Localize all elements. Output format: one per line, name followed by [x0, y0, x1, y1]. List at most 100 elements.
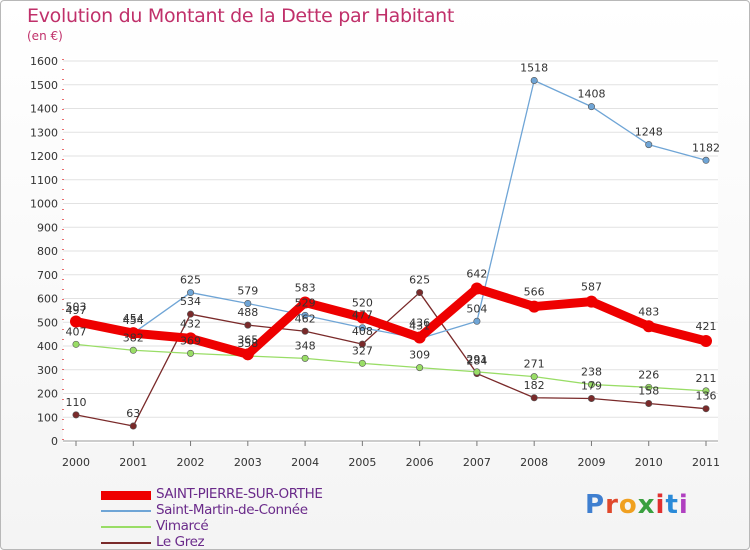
logo-letter: P [585, 490, 606, 520]
series-point-0 [70, 315, 82, 328]
data-label: 309 [409, 349, 430, 362]
series-point-1 [587, 103, 595, 111]
y-tick-label: 1300 [30, 126, 58, 139]
logo-letter: o [618, 490, 638, 520]
data-label: 534 [180, 295, 201, 308]
x-tick-label: 2006 [406, 456, 434, 469]
series-point-2 [587, 380, 595, 388]
series-point-0 [413, 331, 426, 344]
series-point-3 [702, 405, 710, 413]
chart-subtitle: (en €) [27, 29, 63, 43]
y-tick-label: 400 [37, 340, 58, 353]
series-point-2 [416, 364, 424, 372]
data-label: 226 [638, 368, 659, 381]
y-tick-label: 500 [37, 316, 58, 329]
logo-letter: t [665, 490, 679, 520]
logo-letter: x [637, 490, 656, 520]
series-point-0 [700, 335, 712, 348]
legend-label: Saint-Martin-de-Connée [156, 502, 308, 518]
data-label: 477 [352, 309, 373, 322]
data-label: 63 [126, 407, 140, 420]
data-label: 271 [524, 358, 545, 371]
series-point-2 [129, 346, 137, 354]
data-label: 583 [295, 282, 316, 295]
series-point-2 [530, 373, 538, 381]
data-label: 504 [466, 302, 487, 315]
data-label: 421 [696, 320, 717, 333]
data-label: 158 [638, 384, 659, 397]
y-tick-label: 1000 [30, 198, 58, 211]
x-tick-label: 2008 [520, 456, 548, 469]
data-label: 284 [466, 355, 487, 368]
data-label: 431 [409, 320, 430, 333]
series-point-0 [585, 295, 598, 308]
series-point-1 [358, 324, 366, 332]
data-label: 625 [180, 274, 201, 287]
y-tick-label: 1100 [30, 174, 58, 187]
series-point-1 [645, 141, 653, 149]
data-label: 182 [524, 379, 545, 392]
data-label: 179 [581, 379, 602, 392]
data-label: 1248 [635, 126, 663, 139]
series-point-3 [645, 399, 653, 407]
legend-label: SAINT-PIERRE-SUR-ORTHE [156, 486, 323, 502]
chart-title: Evolution du Montant de la Dette par Hab… [27, 5, 455, 27]
series-point-0 [356, 311, 369, 324]
legend-label: Le Grez [156, 534, 205, 550]
data-label: 579 [237, 284, 258, 297]
series-point-2 [187, 349, 195, 357]
y-tick-label: 1400 [30, 103, 58, 116]
series-line-1 [75, 79, 707, 340]
data-label: 625 [409, 274, 430, 287]
y-tick-label: 700 [37, 269, 58, 282]
series-line-0 [71, 284, 711, 359]
data-label: 503 [66, 301, 87, 314]
series-point-0 [528, 300, 541, 313]
series-point-1 [702, 156, 710, 164]
series-point-1 [301, 311, 309, 319]
data-label: 1408 [577, 88, 605, 101]
series-point-0 [127, 327, 140, 340]
data-label: 348 [295, 339, 316, 352]
data-label: 327 [352, 344, 373, 357]
series-point-0 [642, 320, 655, 333]
series-point-3 [301, 327, 309, 335]
series-point-1 [473, 317, 481, 325]
series-point-2 [358, 359, 366, 367]
legend-swatch [101, 542, 151, 544]
x-tick-label: 2002 [177, 456, 205, 469]
series-point-1 [244, 299, 252, 307]
y-tick-label: 0 [51, 435, 58, 448]
series-point-3 [416, 289, 424, 297]
data-label: 488 [237, 306, 258, 319]
y-tick-label: 300 [37, 364, 58, 377]
y-tick-label: 100 [37, 411, 58, 424]
y-tick-label: 800 [37, 245, 58, 258]
series-point-2 [645, 383, 653, 391]
legend-swatch [101, 490, 151, 500]
data-label: 1518 [520, 61, 548, 74]
x-tick-label: 2001 [119, 456, 147, 469]
data-label: 110 [66, 396, 87, 409]
x-tick-label: 2003 [234, 456, 262, 469]
x-tick-label: 2007 [463, 456, 491, 469]
y-tick-label: 600 [37, 293, 58, 306]
series-point-2 [702, 387, 710, 395]
data-label: 642 [466, 268, 487, 281]
data-label: 408 [352, 325, 373, 338]
x-tick-label: 2010 [635, 456, 663, 469]
y-tick-label: 900 [37, 221, 58, 234]
series-point-3 [129, 422, 137, 430]
data-label: 497 [66, 304, 87, 317]
series-point-3 [530, 394, 538, 402]
series-line-2 [75, 343, 707, 392]
legend-swatch [101, 510, 151, 512]
data-label: 432 [180, 317, 201, 330]
data-label: 454 [123, 312, 144, 325]
series-point-2 [473, 368, 481, 376]
data-label: 436 [409, 316, 430, 329]
data-label: 483 [638, 305, 659, 318]
x-tick-label: 2009 [577, 456, 605, 469]
series-point-2 [301, 354, 309, 362]
